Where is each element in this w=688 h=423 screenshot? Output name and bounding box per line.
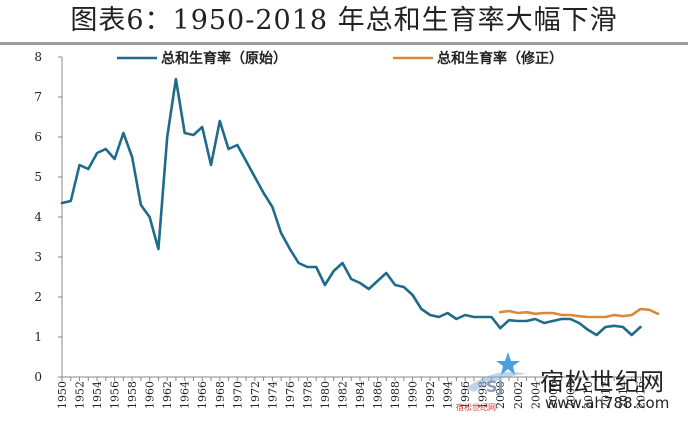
x-tick-label: 1988 xyxy=(389,381,402,409)
x-tick-label: 1970 xyxy=(231,381,244,409)
chart-plot-area xyxy=(60,77,660,337)
x-tick-label: 1950 xyxy=(56,381,69,409)
x-tick-label: 2002 xyxy=(512,381,525,409)
x-tick-label: 1986 xyxy=(372,381,385,409)
x-tick-label: 2008 xyxy=(564,381,577,409)
x-tick-label: 2016 xyxy=(634,381,647,409)
x-tick-label: 2012 xyxy=(599,381,612,409)
chart-axes: 0 1 2 3 4 5 6 7 8 1950 1952 1954 1956 1958 1960 1962 196… xyxy=(34,50,659,409)
x-tick-label: 1974 xyxy=(266,381,279,409)
x-tick-label: 1954 xyxy=(91,381,104,409)
x-tick-label: 1978 xyxy=(301,381,314,409)
watermark-logo: SJ 宿松世纪网 xyxy=(456,352,526,412)
y-tick-label: 5 xyxy=(34,170,42,184)
y-tick-label: 1 xyxy=(34,330,42,344)
x-tick-label: 1962 xyxy=(161,381,174,409)
title-divider xyxy=(0,42,688,45)
x-tick-label: 1984 xyxy=(354,381,367,409)
x-tick-label: 1976 xyxy=(284,381,297,409)
x-tick-label: 1994 xyxy=(442,381,455,409)
legend-label-revised: 总和生育率（修正） xyxy=(437,50,563,67)
star-icon xyxy=(496,352,520,375)
x-tick-label: 2014 xyxy=(617,381,630,409)
x-tick-label: 2004 xyxy=(529,381,542,409)
x-tick-label: 2010 xyxy=(582,381,595,409)
x-tick-label: 1990 xyxy=(407,381,420,409)
y-tick-label: 6 xyxy=(34,130,42,144)
watermark-logo-text: SJ xyxy=(486,377,503,396)
x-tick-label: 1956 xyxy=(109,381,122,409)
y-tick-label: 3 xyxy=(34,250,42,264)
x-tick-label: 1980 xyxy=(319,381,332,409)
series-line-original xyxy=(60,77,642,337)
x-tick-label: 2006 xyxy=(547,381,560,409)
legend-label-original: 总和生育率（原始） xyxy=(161,50,287,67)
x-tick-label: 1992 xyxy=(424,381,437,409)
x-tick-label: 1966 xyxy=(196,381,209,409)
x-tick-label: 1972 xyxy=(249,381,262,409)
x-tick-label: 1968 xyxy=(214,381,227,409)
x-tick-label: 1960 xyxy=(144,381,157,409)
y-tick-label: 2 xyxy=(34,290,42,304)
watermark-site-url: www.ah788.com xyxy=(545,394,670,412)
y-tick-label: 8 xyxy=(34,50,42,64)
x-tick-label: 1952 xyxy=(74,381,87,409)
series-line-revised xyxy=(498,307,660,319)
x-tick-label: 1958 xyxy=(126,381,139,409)
x-tick-label: 2000 xyxy=(494,381,507,409)
watermark-logo-caption: 宿松世纪网 xyxy=(456,402,496,412)
x-tick-label: 1982 xyxy=(336,381,349,409)
watermark-site-name: 宿松世纪网 xyxy=(540,368,665,396)
y-tick-label: 7 xyxy=(34,90,42,104)
chart-title: 图表6：1950-2018 年总和生育率大幅下滑 xyxy=(70,5,618,36)
chart-legend: 总和生育率（原始） 总和生育率（修正） xyxy=(117,50,563,67)
y-tick-label: 0 xyxy=(34,370,42,384)
x-tick-label: 1964 xyxy=(179,381,192,409)
y-tick-label: 4 xyxy=(34,210,42,224)
